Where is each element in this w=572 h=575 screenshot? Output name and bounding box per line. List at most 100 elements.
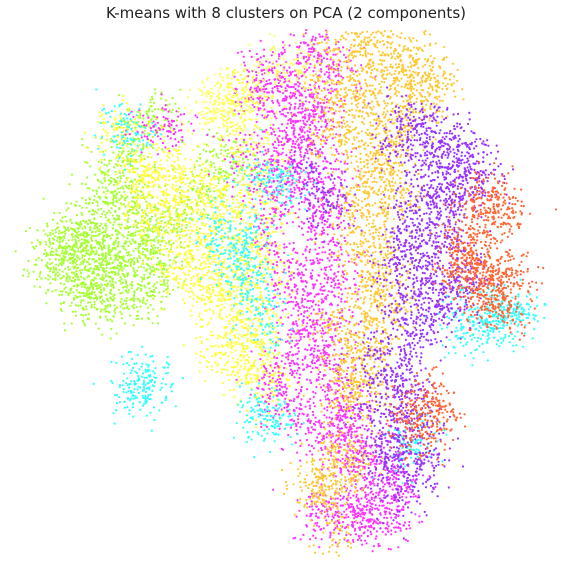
cluster-0-point bbox=[122, 259, 126, 263]
cluster-0-point bbox=[143, 129, 146, 132]
cluster-0-point bbox=[57, 264, 60, 267]
cluster-1-point bbox=[160, 168, 163, 171]
cluster-1-point bbox=[252, 373, 256, 376]
cluster-1-point bbox=[244, 318, 248, 321]
cluster-0-point bbox=[77, 284, 80, 287]
cluster-1-point bbox=[101, 113, 104, 116]
cluster-1-point bbox=[217, 334, 220, 337]
cluster-0-point bbox=[186, 203, 189, 206]
cluster-1-point bbox=[155, 142, 158, 146]
cluster-0-point bbox=[45, 243, 48, 246]
cluster-0-point bbox=[70, 202, 73, 205]
cluster-1-point bbox=[234, 360, 238, 363]
cluster-1-point bbox=[169, 229, 172, 232]
cluster-2-point bbox=[258, 227, 261, 230]
cluster-0-point bbox=[73, 244, 76, 248]
cluster-2-point bbox=[284, 87, 287, 90]
cluster-0-point bbox=[232, 140, 235, 143]
cluster-1-point bbox=[188, 221, 192, 225]
cluster-0-point bbox=[184, 218, 187, 221]
cluster-0-point bbox=[102, 263, 105, 266]
cluster-2-point bbox=[262, 85, 265, 88]
cluster-1-point bbox=[146, 196, 149, 199]
cluster-0-point bbox=[171, 108, 174, 111]
cluster-1-point bbox=[200, 342, 203, 345]
cluster-2-point bbox=[255, 77, 258, 80]
cluster-0-point bbox=[119, 164, 122, 168]
cluster-0-point bbox=[105, 260, 108, 263]
cluster-1-point bbox=[148, 190, 151, 194]
cluster-0-point bbox=[127, 153, 130, 156]
cluster-1-point bbox=[270, 283, 273, 286]
cluster-1-point bbox=[246, 340, 249, 343]
cluster-1-point bbox=[216, 370, 219, 374]
cluster-0-point bbox=[127, 150, 130, 153]
cluster-0-point bbox=[126, 211, 129, 214]
cluster-0-point bbox=[89, 301, 92, 304]
cluster-0-point bbox=[155, 236, 158, 239]
cluster-0-point bbox=[130, 287, 133, 290]
cluster-0-point bbox=[118, 261, 121, 264]
cluster-0-point bbox=[85, 206, 88, 209]
cluster-1-point bbox=[244, 365, 247, 368]
cluster-0-point bbox=[72, 285, 75, 288]
cluster-1-point bbox=[216, 363, 219, 366]
cluster-1-point bbox=[121, 142, 124, 145]
cluster-1-point bbox=[226, 125, 229, 128]
cluster-1-point bbox=[228, 290, 231, 293]
cluster-1-point bbox=[160, 176, 163, 179]
cluster-0-point bbox=[207, 175, 210, 178]
cluster-0-point bbox=[120, 313, 123, 316]
cluster-0-point bbox=[133, 303, 136, 306]
cluster-0-point bbox=[184, 174, 187, 177]
cluster-0-point bbox=[100, 283, 103, 287]
cluster-2-point bbox=[240, 50, 243, 53]
cluster-1-point bbox=[295, 216, 298, 219]
cluster-1-point bbox=[204, 205, 207, 208]
cluster-1-point bbox=[201, 253, 204, 256]
cluster-0-point bbox=[199, 153, 202, 156]
cluster-0-point bbox=[112, 315, 115, 318]
cluster-2-point bbox=[304, 113, 307, 116]
cluster-1-point bbox=[182, 281, 185, 284]
cluster-2-point bbox=[316, 92, 320, 95]
cluster-0-point bbox=[81, 138, 84, 141]
cluster-0-point bbox=[118, 255, 121, 258]
cluster-2-point bbox=[261, 97, 264, 100]
cluster-1-point bbox=[240, 138, 243, 141]
cluster-1-point bbox=[256, 368, 259, 371]
cluster-1-point bbox=[199, 197, 202, 200]
cluster-0-point bbox=[73, 280, 76, 283]
cluster-1-point bbox=[208, 262, 212, 265]
cluster-0-point bbox=[149, 290, 152, 293]
cluster-0-point bbox=[120, 265, 123, 268]
cluster-1-point bbox=[118, 140, 121, 143]
cluster-0-point bbox=[79, 295, 82, 298]
cluster-1-point bbox=[231, 210, 234, 213]
cluster-0-point bbox=[132, 257, 135, 260]
cluster-0-point bbox=[68, 258, 71, 261]
cluster-0-point bbox=[73, 271, 76, 274]
cluster-2-point bbox=[283, 51, 286, 54]
cluster-1-point bbox=[262, 180, 265, 183]
cluster-2-point bbox=[295, 83, 298, 86]
cluster-0-point bbox=[104, 275, 107, 278]
cluster-0-point bbox=[75, 231, 78, 234]
cluster-1-point bbox=[194, 267, 197, 270]
cluster-1-point bbox=[219, 246, 222, 250]
cluster-0-point bbox=[87, 252, 90, 256]
cluster-2-point bbox=[283, 261, 286, 264]
cluster-0-point bbox=[108, 262, 111, 266]
cluster-0-point bbox=[53, 211, 56, 215]
cluster-1-point bbox=[126, 209, 130, 212]
cluster-0-point bbox=[51, 218, 55, 221]
cluster-0-point bbox=[132, 296, 135, 299]
cluster-1-point bbox=[167, 226, 170, 229]
cluster-1-point bbox=[140, 164, 143, 167]
cluster-1-point bbox=[187, 290, 190, 293]
cluster-0-point bbox=[99, 180, 102, 183]
cluster-0-point bbox=[138, 300, 142, 303]
cluster-0-point bbox=[185, 226, 188, 229]
cluster-0-point bbox=[136, 282, 139, 286]
cluster-0-point bbox=[136, 226, 139, 229]
